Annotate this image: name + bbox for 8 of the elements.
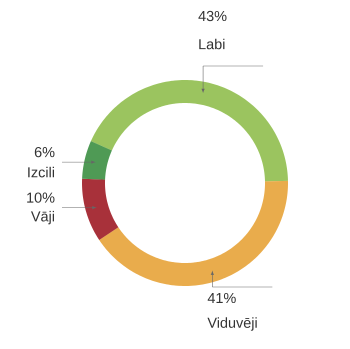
slice-label: Vāji [30, 210, 54, 224]
data-label: 41% [208, 292, 236, 304]
data-label: 43% [198, 10, 227, 22]
data-label: 6% [34, 146, 54, 158]
data-label: 10% [27, 192, 54, 203]
slice-label: Labi [199, 38, 224, 50]
slice-label: Viduvēji [207, 317, 257, 331]
slice-label: Izcili [28, 166, 54, 178]
